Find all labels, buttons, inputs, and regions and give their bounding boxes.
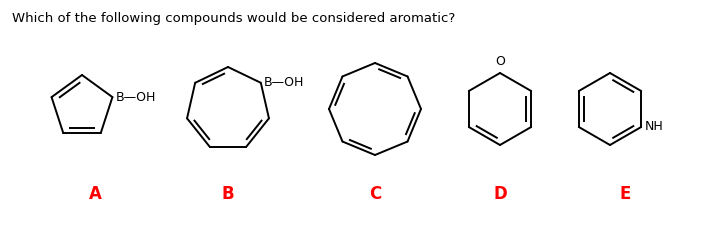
Text: A: A bbox=[89, 185, 102, 203]
Text: D: D bbox=[493, 185, 507, 203]
Text: B—OH: B—OH bbox=[115, 91, 156, 104]
Text: O: O bbox=[495, 55, 505, 68]
Text: Which of the following compounds would be considered aromatic?: Which of the following compounds would b… bbox=[12, 12, 455, 25]
Text: E: E bbox=[619, 185, 631, 203]
Text: B: B bbox=[222, 185, 235, 203]
Text: C: C bbox=[369, 185, 381, 203]
Text: NH: NH bbox=[645, 121, 664, 133]
Text: B—OH: B—OH bbox=[264, 76, 304, 89]
